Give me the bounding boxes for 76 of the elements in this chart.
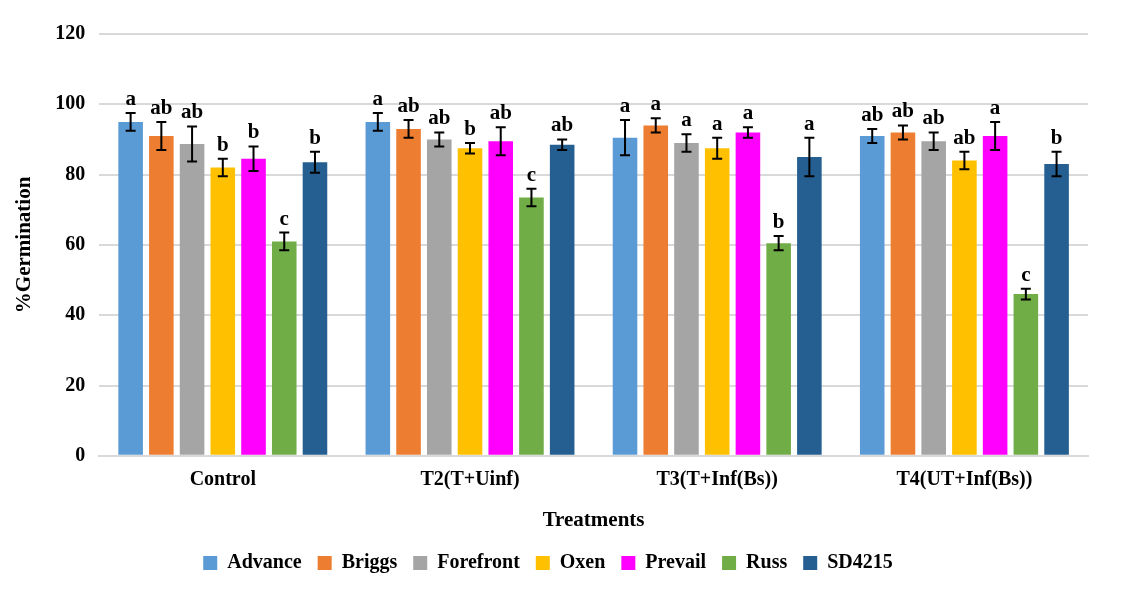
legend-label: Russ [746,550,788,573]
data-label: a [804,110,816,135]
data-label: b [247,119,260,144]
data-label: ab [428,105,451,130]
y-tick-label: 40 [65,302,86,325]
bar [396,128,421,455]
y-tick-label: 0 [75,442,86,465]
bar [797,157,822,455]
bar [674,142,699,455]
data-label: c [279,205,289,230]
bar [921,141,946,455]
data-label: ab [150,94,173,119]
data-label: b [772,209,785,234]
y-tick-label: 20 [65,372,86,395]
data-label: b [309,124,321,149]
data-label: ab [551,112,574,137]
bar [890,132,916,455]
x-tick-label: T4(UT+Inf(Bs)) [896,466,1033,490]
data-label: c [526,161,537,186]
x-tick-label: T2(T+Uinf) [420,466,520,490]
y-tick-label: 80 [65,161,86,184]
data-label: a [372,86,384,111]
legend-label: Briggs [341,550,398,574]
data-label: ab [861,101,884,126]
bar [149,135,174,455]
legend-label: SD4215 [827,550,893,573]
bar [302,162,328,455]
data-label: ab [922,105,945,130]
bar [859,135,885,455]
bar [426,139,452,455]
data-label: ab [180,99,204,124]
bar [271,241,297,455]
y-tick-label: 60 [65,232,86,255]
data-label: a [650,91,662,116]
data-label: ab [891,98,915,123]
data-label: ab [953,124,976,149]
bar [704,148,730,455]
bar [549,144,575,455]
bar [118,121,143,455]
legend-label: Oxen [559,550,606,573]
bar [210,167,236,455]
data-label: b [1050,124,1063,149]
data-label: a [989,94,1001,119]
bar [612,137,638,455]
legend-label: Forefront [437,550,521,573]
y-axis-title: %Germination [11,176,36,314]
data-label: a [125,86,137,111]
bar [982,135,1008,455]
data-label: a [711,110,723,135]
legend-label: Prevail [645,550,707,573]
bar [179,144,205,455]
bar [241,158,266,455]
y-tick-label: 120 [55,21,86,44]
data-label: a [742,100,754,125]
bar [488,141,514,455]
data-label: b [464,115,476,140]
bar [457,148,483,455]
bar [365,121,391,455]
data-label: ab [489,100,512,125]
bar [1044,164,1069,455]
x-tick-label: T3(T+Inf(Bs)) [656,466,778,490]
x-axis-title: Treatments [542,506,645,531]
y-tick-label: 100 [55,91,86,114]
legend-label: Advance [227,550,302,573]
x-tick-label: Control [189,466,257,489]
bar [952,160,977,455]
data-label: a [681,107,693,132]
data-label: a [619,93,631,118]
bar [643,125,669,455]
bar [735,132,761,455]
bar [766,243,791,455]
data-label: b [216,131,229,156]
bar [519,197,544,455]
data-label: ab [397,93,420,118]
data-label: c [1021,261,1031,286]
bar [1013,294,1039,455]
